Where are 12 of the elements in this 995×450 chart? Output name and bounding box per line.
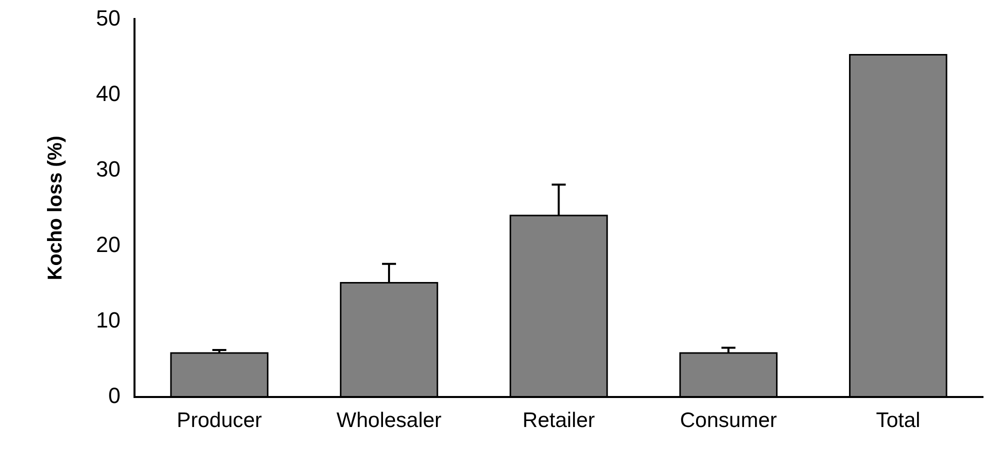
- y-tick-label: 50: [96, 5, 120, 30]
- y-tick-label: 30: [96, 156, 120, 182]
- y-tick-label: 10: [96, 307, 120, 332]
- x-tick-label: Total: [876, 409, 920, 432]
- y-tick-label: 40: [96, 80, 120, 106]
- x-tick-label: Retailer: [522, 409, 595, 432]
- y-axis-title: Kocho loss (%): [44, 136, 67, 280]
- y-tick-label: 20: [96, 232, 120, 257]
- x-tick-label: Wholesaler: [336, 409, 442, 432]
- x-tick-label: Producer: [176, 409, 262, 432]
- y-tick-label: 0: [108, 382, 120, 408]
- x-tick-label: Consumer: [680, 409, 777, 432]
